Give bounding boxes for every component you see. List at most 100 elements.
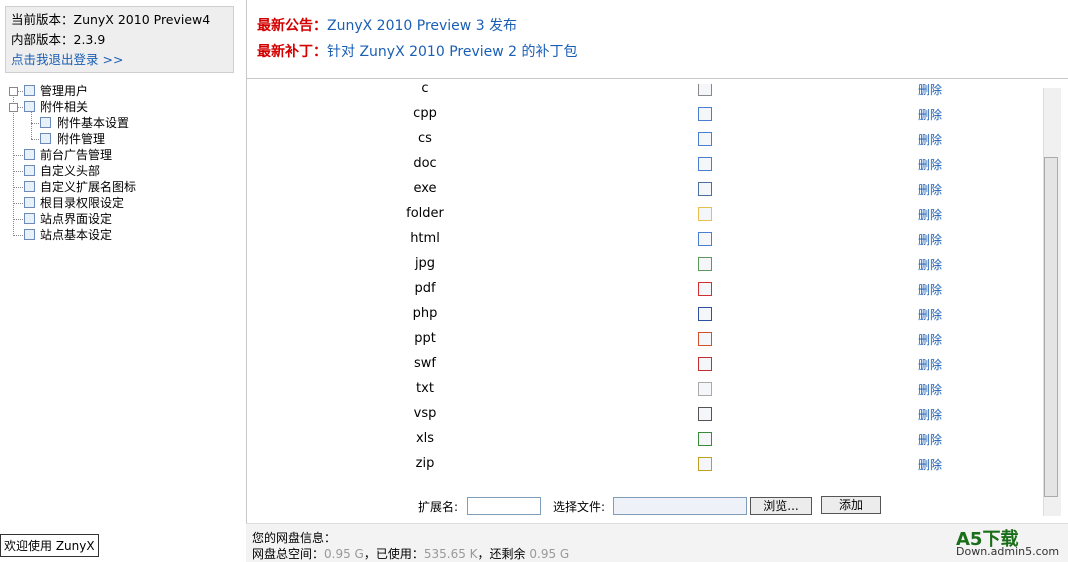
usage: 网盘总空间：0.95 G，已使用：535.65 K，还剩余 0.95 G [252, 545, 569, 562]
patch-label: 最新补丁： [257, 44, 327, 60]
ext-name: doc [413, 156, 437, 171]
delete-link[interactable]: 删除 [918, 283, 943, 297]
tree-connector [14, 235, 23, 236]
used: 535.65 K [423, 547, 478, 561]
tree-item[interactable]: 站点基本设定 [40, 228, 113, 242]
footer-title: 您的网盘信息： [252, 531, 337, 545]
watermark-brand: A5下载 [956, 529, 1019, 550]
ext-name: cs [418, 131, 432, 146]
tree-connector [14, 203, 23, 204]
patch-link[interactable]: 针对 ZunyX 2010 Preview 2 的补丁包 [327, 44, 578, 60]
tree-connector [14, 187, 23, 188]
ext-icon [698, 407, 712, 421]
divider [246, 0, 247, 561]
scroll-thumb[interactable] [1044, 157, 1058, 497]
ext-name: html [410, 231, 440, 246]
ext-icon [698, 107, 712, 121]
ext-name: jpg [414, 256, 436, 271]
welcome: 欢迎使用 ZunyX [0, 534, 99, 557]
ext-name: xls [415, 431, 435, 446]
tree-icon [24, 101, 35, 112]
file-label: 选择文件: [553, 500, 606, 514]
ext-name: c [421, 84, 429, 96]
tree-item[interactable]: 管理用户 [40, 84, 89, 98]
tree-item[interactable]: 根目录权限设定 [40, 196, 125, 210]
tree-item[interactable]: 附件相关 [40, 100, 89, 114]
tree-guide [31, 111, 32, 139]
ext-name: pdf [414, 281, 436, 296]
ext-icon [698, 432, 712, 446]
delete-link[interactable]: 删除 [918, 458, 943, 472]
tree-icon [24, 213, 35, 224]
internal-version: 内部版本：2.3.9 [11, 32, 106, 47]
tree-item[interactable]: 自定义扩展名图标 [40, 180, 137, 194]
notice-label: 最新公告： [257, 18, 327, 34]
delete-link[interactable]: 删除 [918, 208, 943, 222]
patch: 最新补丁：针对 ZunyX 2010 Preview 2 的补丁包 [257, 41, 578, 61]
delete-link[interactable]: 删除 [918, 233, 943, 247]
logout-link[interactable]: 点击我退出登录 >> [11, 52, 124, 67]
delete-link[interactable]: 删除 [918, 133, 943, 147]
used-label: ，已使用： [363, 547, 424, 561]
ext-icon [698, 232, 712, 246]
ext-icon [698, 282, 712, 296]
tree-item[interactable]: 附件基本设置 [57, 116, 130, 130]
tree-item[interactable]: 前台广告管理 [40, 148, 113, 162]
tree-item[interactable]: 自定义头部 [40, 164, 101, 178]
ext-icon [698, 307, 712, 321]
ext-icon [698, 332, 712, 346]
ext-name: vsp [413, 406, 437, 421]
ext-name: php [412, 306, 438, 321]
delete-link[interactable]: 删除 [918, 308, 943, 322]
tree-icon [24, 197, 35, 208]
ext-input[interactable] [467, 497, 541, 515]
tree-toggle[interactable] [9, 103, 18, 112]
delete-link[interactable]: 删除 [918, 383, 943, 397]
tree-toggle[interactable] [9, 87, 18, 96]
notice: 最新公告：ZunyX 2010 Preview 3 发布 [257, 15, 517, 35]
tree-connector [31, 123, 39, 124]
delete-link[interactable]: 删除 [918, 258, 943, 272]
tree-icon [40, 117, 51, 128]
delete-link[interactable]: 删除 [918, 183, 943, 197]
tree-connector [14, 219, 23, 220]
ext-name: cpp [413, 106, 437, 121]
divider [246, 78, 1068, 79]
delete-link[interactable]: 删除 [918, 158, 943, 172]
ext-name: ppt [414, 331, 436, 346]
ext-table: c 删除 cpp 删除 cs 删除 doc 删除 exe 删除 folder 删除 html 删除 jpg 删… [250, 84, 1040, 484]
ext-icon [698, 207, 712, 221]
ext-icon [698, 457, 712, 471]
ext-icon [698, 257, 712, 271]
version-box: 当前版本：ZunyX 2010 Preview4 内部版本：2.3.9 点击我退… [5, 6, 234, 73]
tree-icon [24, 165, 35, 176]
tree-connector [31, 139, 39, 140]
delete-link[interactable]: 删除 [918, 433, 943, 447]
file-input[interactable] [613, 497, 747, 515]
watermark-site: Down.admin5.com [956, 545, 1060, 558]
ext-icon [698, 382, 712, 396]
tree-icon [40, 133, 51, 144]
ext-name: exe [413, 181, 437, 196]
tree-icon [24, 229, 35, 240]
browse-button[interactable]: 浏览... [750, 497, 812, 515]
ext-icon [698, 132, 712, 146]
tree-item[interactable]: 站点界面设定 [40, 212, 113, 226]
ext-icon [698, 182, 712, 196]
tree-item[interactable]: 附件管理 [57, 132, 106, 146]
notice-link[interactable]: ZunyX 2010 Preview 3 发布 [327, 18, 518, 34]
left-label: ，还剩余 [477, 547, 526, 561]
delete-link[interactable]: 删除 [918, 408, 943, 422]
delete-link[interactable]: 删除 [918, 84, 943, 97]
add-button[interactable]: 添加 [821, 496, 881, 514]
ext-name: txt [416, 381, 434, 396]
left: 0.95 G [529, 547, 570, 561]
ext-name: folder [406, 206, 444, 221]
tree-icon [24, 85, 35, 96]
delete-link[interactable]: 删除 [918, 333, 943, 347]
tree-connector [14, 155, 23, 156]
total-label: 网盘总空间： [252, 547, 325, 561]
ext-name: swf [414, 356, 436, 371]
delete-link[interactable]: 删除 [918, 358, 943, 372]
delete-link[interactable]: 删除 [918, 108, 943, 122]
